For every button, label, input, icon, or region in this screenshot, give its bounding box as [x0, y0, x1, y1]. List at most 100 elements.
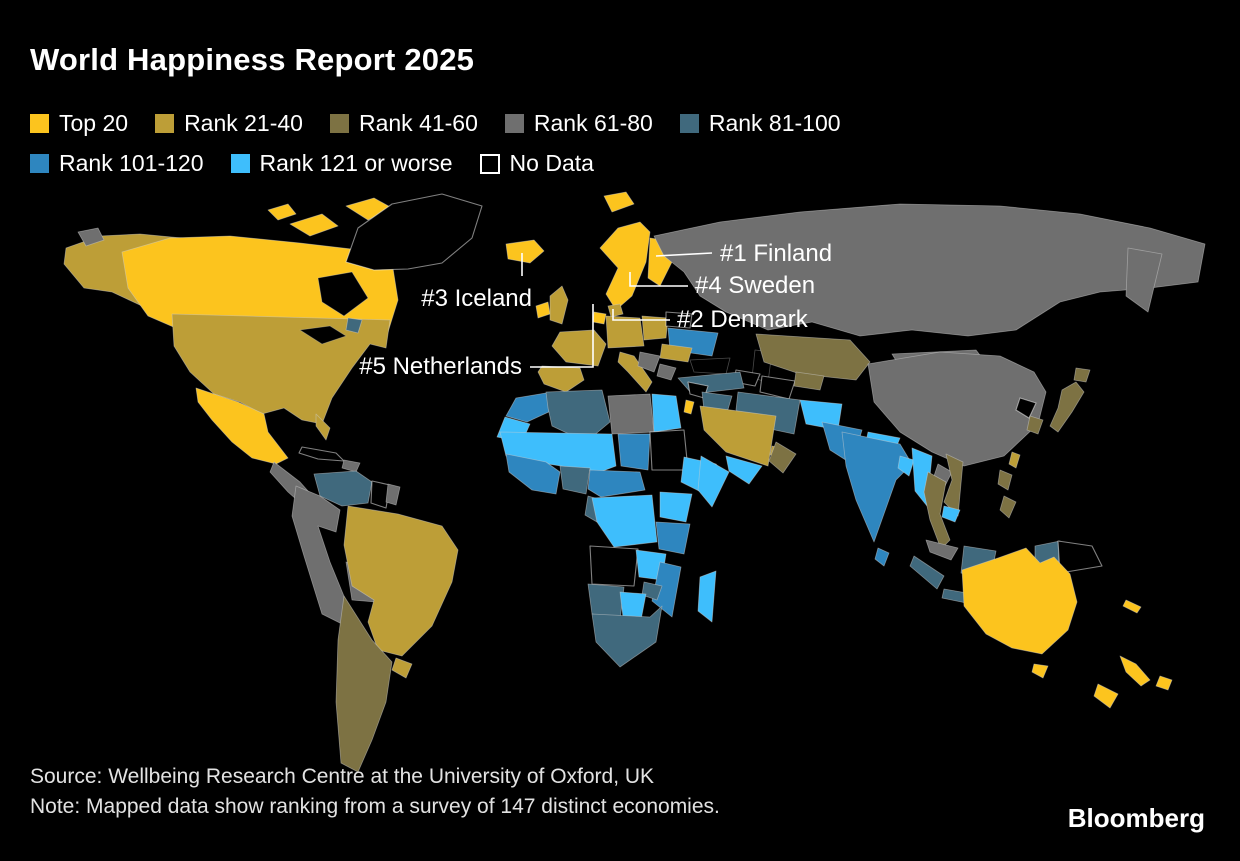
country-germany-central-europe — [605, 315, 645, 349]
legend-item-41-60: Rank 41-60 — [329, 110, 478, 137]
country-angola — [589, 545, 639, 587]
annotation-sweden: #4 Sweden — [695, 272, 815, 299]
legend-swatch-21-40 — [155, 114, 175, 133]
country-tanzania — [655, 521, 691, 555]
country-south-korea — [1026, 415, 1044, 435]
country-japan — [1049, 381, 1085, 433]
legend-item-21-40: Rank 21-40 — [155, 110, 303, 137]
country-guyana — [370, 480, 391, 509]
country-israel — [683, 399, 695, 415]
country-romania — [659, 343, 693, 363]
legend-label: Rank 21-40 — [184, 110, 303, 136]
hudson-bay — [317, 271, 369, 317]
bloomberg-logo: Bloomberg — [1067, 803, 1205, 833]
legend-label: Rank 101-120 — [59, 150, 204, 176]
country-nigeria — [559, 465, 591, 495]
country-dr-congo — [591, 494, 658, 548]
country-saudi-arabia — [699, 405, 777, 467]
country-oman — [768, 441, 797, 474]
legend-swatch-101-120 — [30, 154, 49, 173]
country-egypt — [651, 393, 682, 433]
country-philippines — [999, 495, 1017, 519]
country-kamchatka — [1125, 247, 1163, 313]
footer: Source: Wellbeing Research Centre at the… — [30, 762, 720, 822]
country-pacific-island — [1155, 675, 1173, 691]
annotation-iceland: #3 Iceland — [421, 285, 532, 312]
legend-item-81-100: Rank 81-100 — [679, 110, 841, 137]
country-iberia — [537, 365, 585, 393]
legend-item-top20: Top 20 — [30, 110, 128, 137]
country-malaysia — [925, 539, 959, 561]
callout-lines — [521, 252, 713, 368]
country-bangladesh — [897, 455, 915, 477]
legend-item-61-80: Rank 61-80 — [504, 110, 653, 137]
country-sudan — [649, 429, 689, 471]
country-iran — [735, 391, 801, 435]
country-colombia-peru — [291, 485, 349, 625]
country-china — [867, 351, 1047, 467]
country-morocco — [505, 392, 554, 423]
country-zimbabwe — [641, 581, 663, 601]
country-philippines — [997, 469, 1013, 491]
country-uk — [549, 285, 569, 325]
legend-item-121-or-worse: Rank 121 or worse — [230, 150, 453, 177]
map-annotations: #1 Finland #4 Sweden #2 Denmark #3 Icela… — [359, 240, 832, 380]
country-iceland — [505, 239, 545, 264]
country-suriname — [385, 483, 401, 506]
country-cambodia — [941, 505, 961, 523]
legend-swatch-81-100 — [679, 114, 699, 133]
country-uruguay — [391, 657, 413, 679]
callout-sweden — [629, 272, 688, 287]
page-title: World Happiness Report 2025 — [30, 42, 475, 77]
great-lakes — [299, 325, 347, 345]
callout-netherlands — [530, 304, 594, 368]
country-tasmania — [1031, 663, 1049, 679]
country-belarus — [665, 311, 693, 329]
country-svalbard — [603, 191, 635, 213]
country-new-zealand-north — [1119, 655, 1151, 687]
country-kenya-uganda — [659, 491, 693, 523]
country-hispaniola — [341, 459, 361, 473]
legend-swatch-41-60 — [329, 114, 349, 133]
black-sea — [689, 357, 731, 375]
country-madagascar — [697, 570, 717, 623]
country-maritime-patch — [345, 317, 363, 334]
legend-swatch-121-or-worse — [230, 154, 250, 173]
legend-swatch-no-data — [479, 153, 500, 174]
legend-row-2: Rank 101-120 Rank 121 or worse No Data — [30, 150, 868, 177]
country-libya — [607, 393, 655, 435]
country-usa — [171, 313, 391, 425]
country-india — [841, 431, 913, 543]
country-italy — [617, 351, 653, 393]
country-south-africa — [591, 605, 663, 668]
country-ireland — [535, 301, 551, 319]
country-balkans — [637, 351, 661, 373]
country-arctic-island — [267, 203, 297, 221]
country-bering-island — [77, 227, 105, 247]
annotation-netherlands: #5 Netherlands — [359, 353, 522, 380]
country-greenland — [345, 193, 483, 271]
country-somalia — [697, 455, 730, 508]
legend-label: Rank 61-80 — [533, 110, 653, 136]
country-arctic-island — [289, 213, 339, 237]
country-netherlands — [592, 311, 607, 325]
country-sri-lanka — [874, 547, 890, 567]
country-norway-sweden — [599, 221, 651, 311]
legend-label: Top 20 — [59, 110, 129, 136]
country-new-caledonia — [1122, 599, 1142, 614]
country-brazil — [343, 505, 459, 657]
country-greece — [656, 363, 677, 381]
country-cameroon-car — [587, 469, 646, 498]
country-west-africa — [505, 453, 561, 495]
country-argentina-chile — [335, 595, 393, 773]
country-kazakhstan — [755, 333, 871, 381]
country-poland-baltics — [641, 315, 669, 341]
country-sumatra — [909, 555, 945, 590]
legend-row-1: Top 20 Rank 21-40 Rank 41-60 Rank 61-80 … — [30, 110, 868, 137]
note-text: Note: Mapped data show ranking from a su… — [30, 795, 720, 818]
legend: Top 20 Rank 21-40 Rank 41-60 Rank 61-80 … — [30, 110, 868, 190]
country-florida — [315, 413, 331, 441]
country-france — [551, 329, 607, 367]
